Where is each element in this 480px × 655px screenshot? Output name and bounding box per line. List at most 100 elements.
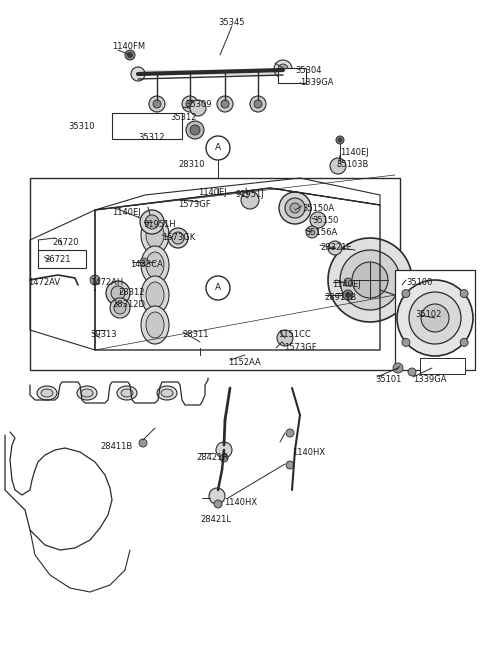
Text: 1140EJ: 1140EJ	[198, 188, 227, 197]
Circle shape	[421, 304, 449, 332]
Ellipse shape	[141, 216, 169, 254]
Bar	[112, 113, 182, 139]
Ellipse shape	[37, 386, 57, 400]
Text: 91951H: 91951H	[144, 220, 177, 229]
Circle shape	[279, 192, 311, 224]
Circle shape	[139, 439, 147, 447]
Ellipse shape	[146, 282, 164, 308]
Circle shape	[409, 292, 461, 344]
Ellipse shape	[77, 386, 97, 400]
Text: 91951J: 91951J	[236, 190, 265, 199]
Circle shape	[131, 67, 145, 81]
Text: 35309: 35309	[185, 100, 212, 109]
Text: 35102: 35102	[415, 310, 442, 319]
Circle shape	[153, 100, 161, 108]
Circle shape	[352, 262, 388, 298]
Circle shape	[290, 203, 300, 213]
Circle shape	[340, 250, 400, 310]
Ellipse shape	[141, 246, 169, 284]
Ellipse shape	[121, 389, 133, 397]
Text: 28311: 28311	[182, 330, 208, 339]
Text: 28321E: 28321E	[320, 243, 352, 252]
Text: 1140EJ: 1140EJ	[332, 280, 361, 289]
Circle shape	[408, 368, 416, 376]
Text: 1140HX: 1140HX	[224, 498, 257, 507]
Circle shape	[338, 138, 342, 142]
Circle shape	[111, 286, 125, 300]
Bar	[30, 178, 400, 370]
Circle shape	[286, 429, 294, 437]
Circle shape	[182, 96, 198, 112]
Text: 1140FM: 1140FM	[112, 42, 145, 51]
Text: 28421L: 28421L	[200, 515, 231, 524]
Circle shape	[346, 293, 350, 297]
Circle shape	[168, 228, 188, 248]
Circle shape	[250, 96, 266, 112]
Text: 1151CC: 1151CC	[278, 330, 311, 339]
Circle shape	[110, 298, 130, 318]
Circle shape	[221, 100, 229, 108]
Text: 35156A: 35156A	[305, 228, 337, 237]
Circle shape	[149, 96, 165, 112]
Text: 35312: 35312	[138, 133, 165, 142]
Circle shape	[190, 125, 200, 135]
Bar	[420, 358, 465, 374]
Circle shape	[217, 96, 233, 112]
Ellipse shape	[141, 276, 169, 314]
Text: 35304: 35304	[295, 66, 322, 75]
Text: 35345: 35345	[219, 18, 245, 27]
Text: 28312: 28312	[118, 288, 144, 297]
Circle shape	[209, 488, 225, 504]
Text: 35100: 35100	[406, 278, 432, 287]
Text: 1140HX: 1140HX	[292, 448, 325, 457]
Text: 35103B: 35103B	[336, 160, 368, 169]
Circle shape	[140, 210, 164, 234]
Bar	[395, 270, 475, 370]
Circle shape	[460, 290, 468, 297]
Text: 39313: 39313	[90, 330, 117, 339]
Circle shape	[277, 330, 293, 346]
Text: 28411B: 28411B	[100, 442, 132, 451]
Circle shape	[125, 50, 135, 60]
Text: 26721: 26721	[44, 255, 71, 264]
Circle shape	[344, 278, 352, 286]
Circle shape	[172, 232, 184, 244]
Circle shape	[128, 52, 132, 58]
Text: 1472AV: 1472AV	[28, 278, 60, 287]
Circle shape	[186, 100, 194, 108]
Ellipse shape	[157, 386, 177, 400]
Circle shape	[214, 500, 222, 508]
Circle shape	[460, 339, 468, 346]
Ellipse shape	[117, 386, 137, 400]
Circle shape	[343, 290, 353, 300]
Circle shape	[241, 191, 259, 209]
Text: 28312D: 28312D	[112, 300, 145, 309]
Text: 1140EJ: 1140EJ	[112, 208, 141, 217]
Text: 1433CA: 1433CA	[130, 260, 163, 269]
Text: A: A	[215, 284, 221, 293]
Text: 35150A: 35150A	[302, 204, 334, 213]
Circle shape	[306, 226, 318, 238]
Ellipse shape	[146, 222, 164, 248]
Circle shape	[216, 442, 232, 458]
Text: 28911B: 28911B	[324, 293, 356, 302]
Circle shape	[90, 275, 100, 285]
Ellipse shape	[146, 252, 164, 278]
Circle shape	[328, 238, 412, 322]
Text: 1339GA: 1339GA	[413, 375, 446, 384]
Text: 35150: 35150	[312, 216, 338, 225]
Text: 1140EJ: 1140EJ	[340, 148, 369, 157]
Text: 1472AH: 1472AH	[90, 278, 123, 287]
Circle shape	[140, 258, 148, 266]
Text: 35101: 35101	[375, 375, 401, 384]
Circle shape	[186, 121, 204, 139]
Ellipse shape	[81, 389, 93, 397]
Text: 1573GF: 1573GF	[284, 343, 317, 352]
Text: 28421R: 28421R	[196, 453, 228, 462]
Ellipse shape	[146, 312, 164, 338]
Circle shape	[336, 136, 344, 144]
Circle shape	[397, 280, 473, 356]
Bar	[38, 250, 86, 268]
Text: 1339GA: 1339GA	[300, 78, 334, 87]
Ellipse shape	[41, 389, 53, 397]
